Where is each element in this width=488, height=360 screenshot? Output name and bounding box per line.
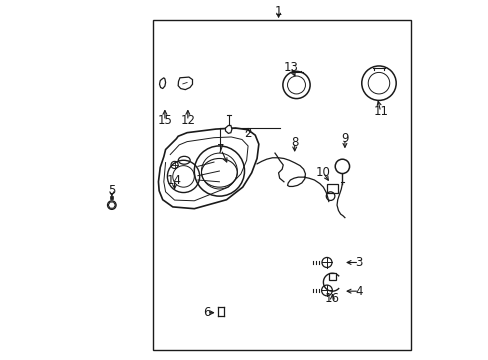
Text: 3: 3 [355, 256, 362, 269]
Bar [328, 273, 335, 280]
Text: 4: 4 [355, 285, 362, 298]
Text: 7: 7 [217, 143, 224, 156]
Text: 2: 2 [244, 127, 251, 140]
Text: 16: 16 [324, 292, 339, 305]
Text: 14: 14 [167, 174, 182, 186]
Text: 10: 10 [315, 166, 330, 179]
Text: 1: 1 [274, 5, 282, 18]
Text: 15: 15 [157, 114, 172, 127]
Bar [326, 184, 337, 193]
Text: 9: 9 [341, 132, 348, 145]
Text: 11: 11 [372, 105, 387, 118]
Text: 8: 8 [290, 136, 298, 149]
Text: 6: 6 [203, 306, 210, 319]
Text: 5: 5 [108, 184, 115, 197]
Text: 13: 13 [283, 60, 298, 73]
Bar [153, 21, 410, 350]
Text: 12: 12 [180, 114, 195, 127]
Polygon shape [225, 126, 231, 134]
